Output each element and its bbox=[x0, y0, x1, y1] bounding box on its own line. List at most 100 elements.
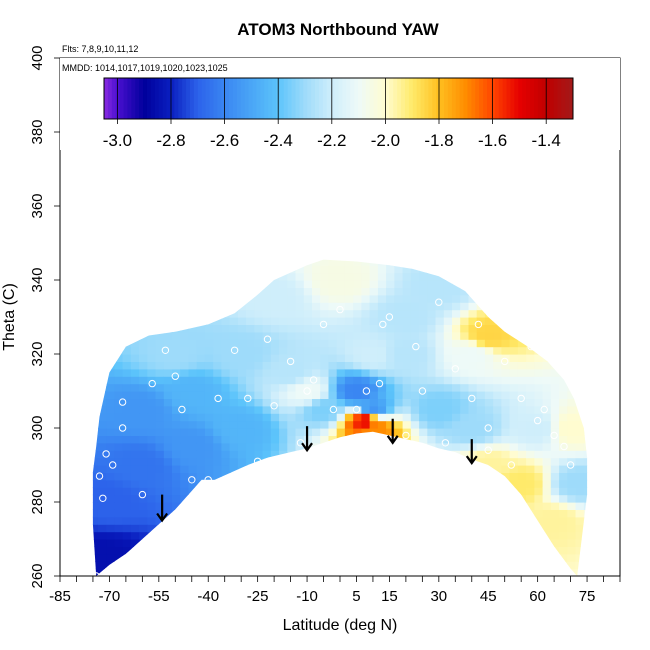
heatmap-cell bbox=[188, 368, 198, 377]
heatmap-cell bbox=[452, 516, 461, 525]
x-tick-label: -10 bbox=[296, 588, 318, 605]
heatmap-cell bbox=[526, 450, 535, 459]
heatmap-cell bbox=[303, 294, 313, 303]
heatmap-cell bbox=[509, 531, 519, 540]
heatmap-cell bbox=[254, 472, 264, 481]
heatmap-cell bbox=[369, 376, 379, 385]
heatmap-cell bbox=[402, 546, 412, 555]
heatmap-cell bbox=[542, 339, 552, 348]
heatmap-cell bbox=[543, 250, 552, 258]
heatmap-cell bbox=[509, 561, 519, 570]
colorbar: -3.0 -2.8 -2.6 -2.4 -2.2 -2.0 -1.8 -1.6 -1.4 bbox=[60, 58, 620, 150]
heatmap-cell bbox=[130, 265, 140, 274]
heatmap-cell bbox=[238, 576, 247, 584]
heatmap-cell bbox=[106, 428, 115, 436]
heatmap-cell bbox=[172, 502, 181, 510]
heatmap-cell bbox=[484, 428, 494, 436]
heatmap-cell bbox=[229, 391, 239, 399]
heatmap-cell bbox=[559, 280, 568, 288]
heatmap-cell bbox=[427, 250, 436, 258]
heatmap-cell bbox=[114, 553, 124, 562]
heatmap-cell bbox=[361, 368, 371, 377]
heatmap-cell bbox=[369, 346, 379, 355]
heatmap-cell bbox=[534, 576, 543, 584]
heatmap-cell bbox=[237, 442, 247, 451]
heatmap-cell bbox=[97, 280, 107, 288]
observation-point bbox=[148, 379, 156, 388]
heatmap-cell bbox=[262, 280, 272, 288]
heatmap-cell bbox=[114, 531, 124, 540]
colorbar-cell bbox=[549, 78, 554, 119]
heatmap-cell bbox=[526, 265, 535, 274]
heatmap-cell bbox=[460, 259, 469, 266]
heatmap-cell bbox=[139, 435, 148, 444]
heatmap-cell bbox=[114, 317, 124, 325]
heatmap-cell bbox=[262, 568, 272, 576]
heatmap-cell bbox=[295, 376, 305, 385]
heatmap-cell bbox=[394, 259, 404, 266]
heatmap-cell bbox=[303, 568, 313, 576]
heatmap-cell bbox=[550, 368, 560, 377]
heatmap-cell bbox=[114, 546, 124, 555]
heatmap-cell bbox=[402, 487, 412, 496]
heatmap-cell bbox=[542, 472, 552, 481]
heatmap-cell bbox=[443, 553, 453, 562]
heatmap-cell bbox=[196, 568, 206, 576]
observation-point bbox=[560, 442, 568, 451]
heatmap-cell bbox=[221, 435, 231, 444]
heatmap-cell bbox=[353, 376, 362, 385]
heatmap-cell bbox=[97, 487, 107, 496]
heatmap-cell bbox=[237, 457, 247, 466]
heatmap-cell bbox=[583, 494, 588, 503]
heatmap-cell bbox=[559, 509, 568, 518]
heatmap-cell bbox=[550, 259, 560, 266]
heatmap-cell bbox=[402, 346, 412, 355]
heatmap-cell bbox=[114, 280, 124, 288]
heatmap-cell bbox=[476, 309, 486, 318]
heatmap-cell bbox=[204, 420, 214, 429]
heatmap-cell bbox=[139, 265, 148, 274]
heatmap-cell bbox=[575, 398, 585, 407]
heatmap-cell bbox=[204, 354, 214, 362]
heatmap-cell bbox=[419, 531, 428, 540]
heatmap-cell bbox=[476, 524, 486, 533]
heatmap-cell bbox=[254, 413, 264, 422]
heatmap-cell bbox=[583, 331, 588, 340]
heatmap-cell bbox=[221, 450, 231, 459]
heatmap-cell bbox=[534, 539, 544, 547]
colorbar-cell bbox=[322, 78, 328, 119]
heatmap-cell bbox=[92, 339, 99, 348]
heatmap-cell bbox=[476, 465, 486, 473]
heatmap-cell bbox=[361, 479, 371, 488]
colorbar-cell bbox=[209, 78, 214, 119]
heatmap-cell bbox=[279, 302, 288, 311]
heatmap-cell bbox=[188, 339, 198, 348]
heatmap-cell bbox=[139, 294, 148, 303]
heatmap-cell bbox=[295, 302, 305, 311]
heatmap-cell bbox=[419, 272, 428, 281]
heatmap-cell bbox=[551, 250, 560, 258]
heatmap-cell bbox=[353, 331, 362, 340]
heatmap-cell bbox=[361, 259, 371, 266]
heatmap-cell bbox=[534, 331, 544, 340]
heatmap-cell bbox=[139, 509, 148, 518]
heatmap-cell bbox=[517, 383, 527, 392]
heatmap-cell bbox=[92, 398, 99, 407]
heatmap-cell bbox=[435, 331, 445, 340]
heatmap-cell bbox=[312, 428, 321, 436]
heatmap-cell bbox=[97, 531, 107, 540]
heatmap-cell bbox=[534, 509, 544, 518]
heatmap-cell bbox=[501, 576, 510, 584]
heatmap-cell bbox=[336, 324, 346, 333]
heatmap-cell bbox=[493, 331, 502, 340]
heatmap-cell bbox=[114, 259, 124, 266]
heatmap-cell bbox=[320, 398, 329, 407]
heatmap-cell bbox=[369, 472, 379, 481]
heatmap-cell bbox=[526, 479, 535, 488]
heatmap-cell bbox=[369, 516, 379, 525]
heatmap-cell bbox=[204, 539, 214, 547]
heatmap-cell bbox=[188, 354, 198, 362]
heatmap-cell bbox=[386, 317, 395, 325]
heatmap-cell bbox=[419, 546, 428, 555]
heatmap-cell bbox=[237, 398, 247, 407]
